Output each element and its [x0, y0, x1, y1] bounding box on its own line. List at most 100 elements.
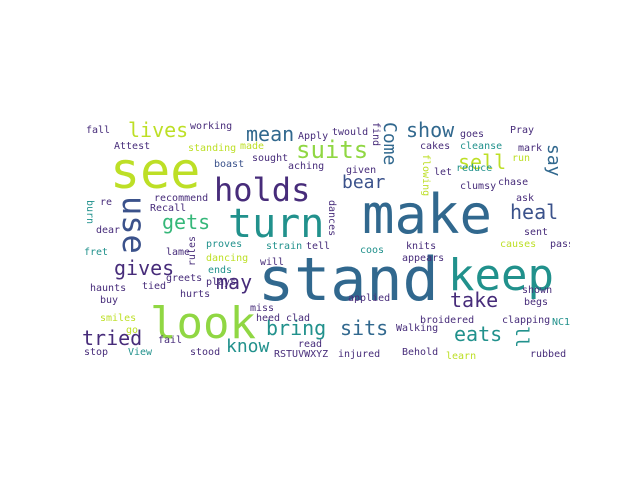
word: Attest	[114, 141, 151, 152]
word: burn	[84, 200, 95, 225]
word: twould	[332, 127, 369, 138]
word: clapping	[502, 315, 551, 326]
word: made	[240, 141, 265, 152]
word: cakes	[420, 141, 451, 152]
word: lives	[128, 118, 189, 142]
word: stood	[190, 347, 221, 358]
word: fret	[84, 247, 109, 258]
word: re	[100, 197, 113, 208]
word: cleanse	[460, 141, 503, 152]
word: keep	[448, 250, 554, 301]
word: tied	[142, 281, 167, 292]
word: RSTUVWXYZ	[274, 349, 329, 360]
word: clad	[286, 313, 311, 324]
word: aching	[288, 161, 325, 172]
word: standing	[188, 143, 237, 154]
word: heal	[510, 200, 559, 224]
word: gets	[162, 210, 211, 234]
word: see	[110, 142, 201, 200]
word: show	[406, 118, 455, 142]
word: Come	[379, 122, 400, 166]
word: run	[512, 153, 531, 164]
word-cloud: stand make see look keep turn holds use …	[80, 118, 570, 363]
word: pass	[550, 239, 570, 250]
word: will	[260, 257, 285, 268]
word: tell	[306, 241, 331, 252]
word: mean	[246, 122, 295, 146]
word: clumsy	[460, 181, 497, 192]
word: look	[150, 298, 256, 349]
word: coos	[360, 245, 385, 256]
word: fail	[158, 335, 183, 346]
word: may	[216, 270, 253, 294]
word: let	[434, 167, 453, 178]
word: sent	[524, 227, 549, 238]
word: sell	[458, 150, 507, 174]
word: NC1	[552, 317, 570, 328]
word: broidered	[420, 315, 475, 326]
word: take	[450, 288, 499, 312]
word: turn	[228, 201, 325, 247]
word: reduce	[456, 163, 493, 174]
word: Walking	[396, 323, 439, 334]
word: mark	[518, 143, 543, 154]
word: use	[115, 196, 153, 254]
word: proves	[206, 239, 243, 250]
word: dancing	[206, 253, 249, 264]
word: gives	[114, 256, 175, 280]
word: Pray	[510, 125, 535, 136]
word: rules	[187, 236, 198, 267]
word: boast	[214, 159, 245, 170]
word: ends	[208, 265, 233, 276]
word: lame	[166, 247, 191, 258]
word: know	[226, 336, 270, 357]
word: shown	[522, 285, 553, 296]
word: go	[126, 325, 139, 336]
word: bring	[266, 316, 327, 340]
word: haunts	[90, 283, 127, 294]
word: Behold	[402, 347, 439, 358]
word: heed	[256, 313, 281, 324]
word: miss	[250, 303, 275, 314]
word: holds	[214, 171, 311, 209]
word: learn	[446, 351, 477, 362]
word: greets	[166, 273, 203, 284]
word: working	[190, 121, 233, 132]
word: Apply	[298, 131, 329, 142]
word: sits	[340, 316, 389, 340]
word: tried	[82, 326, 143, 350]
word: stop	[84, 347, 109, 358]
word: applied	[348, 293, 391, 304]
word: find	[370, 122, 381, 147]
word: stand	[258, 245, 439, 315]
word: strain	[266, 241, 303, 252]
word: eats	[454, 322, 503, 346]
word: Recall	[150, 203, 187, 214]
word: knits	[406, 241, 437, 252]
word: ask	[516, 193, 535, 204]
word: hurts	[180, 289, 211, 300]
word: rubbed	[530, 349, 567, 360]
word: appears	[402, 253, 445, 264]
word: dear	[96, 225, 121, 236]
word: bear	[342, 172, 386, 193]
word: causes	[500, 239, 537, 250]
word: make	[362, 183, 493, 246]
word: chase	[498, 177, 529, 188]
word: recommend	[154, 193, 209, 204]
word: injured	[338, 349, 381, 360]
word: read	[298, 339, 323, 350]
word: buy	[100, 295, 119, 306]
word: begs	[524, 297, 549, 308]
word: goes	[460, 129, 485, 140]
word: suits	[296, 136, 369, 164]
word: fall	[86, 125, 111, 136]
word: sought	[252, 153, 289, 164]
word: flowing	[420, 154, 431, 197]
word: plays	[206, 277, 237, 288]
word: ll	[511, 326, 532, 348]
word: smiles	[100, 313, 137, 324]
word: View	[128, 347, 153, 358]
word: given	[346, 165, 377, 176]
word: say	[543, 144, 564, 177]
